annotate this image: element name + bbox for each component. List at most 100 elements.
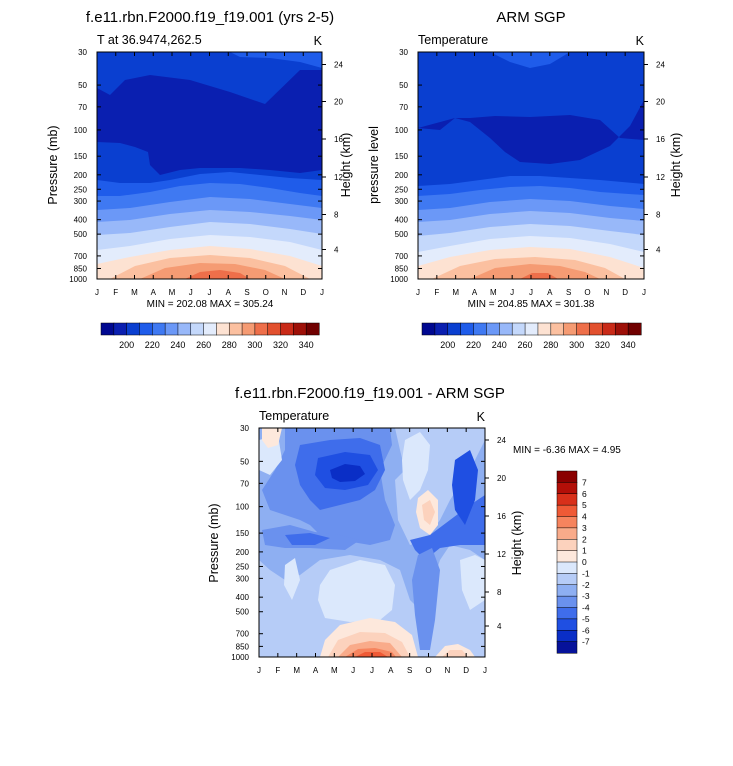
panel1-band-cold-core	[97, 70, 322, 175]
pressure-tick-label: 150	[236, 529, 250, 538]
pressure-tick-label: 50	[399, 81, 408, 90]
colorbar-label: 320	[273, 340, 288, 350]
colorbar-swatch	[203, 322, 217, 336]
panel1-pressure-ticks: 30 50 70 100 150 200 250 300 400 500 700 850 1000	[69, 48, 322, 284]
colorbar-swatch	[556, 550, 578, 563]
colorbar-label: 6	[582, 489, 587, 499]
month-tick-label: N	[282, 288, 288, 297]
pressure-tick-label: 850	[395, 264, 409, 273]
colorbar-swatch	[241, 322, 256, 336]
colorbar-label: 4	[582, 512, 587, 522]
colorbar-swatch	[576, 322, 591, 336]
month-tick-label: J	[510, 288, 514, 297]
colorbar-swatch	[126, 322, 141, 336]
panel2-ylabel-right: Height (km)	[669, 133, 683, 198]
month-tick-label: M	[490, 288, 497, 297]
colorbar-swatch	[267, 322, 282, 336]
month-tick-label: J	[483, 666, 487, 675]
pressure-tick-label: 300	[74, 197, 88, 206]
month-tick-label: F	[434, 288, 439, 297]
month-tick-label: O	[425, 666, 431, 675]
height-tick-label: 12	[334, 173, 343, 182]
colorbar-swatch	[486, 322, 500, 336]
panel2-band-cold-core	[418, 100, 644, 164]
colorbar-label: 1	[582, 546, 587, 556]
colorbar-label: -6	[582, 625, 590, 635]
colorbar-label: 0	[582, 557, 587, 567]
panel1-colorbar: 200 220 240 260 280 300 320 340	[100, 322, 320, 350]
colorbar-swatch	[627, 322, 642, 336]
pressure-tick-label: 700	[74, 252, 88, 261]
month-tick-label: J	[95, 288, 99, 297]
pressure-tick-label: 100	[395, 126, 409, 135]
month-tick-label: J	[257, 666, 261, 675]
pressure-tick-label: 400	[236, 593, 250, 602]
colorbar-swatch	[556, 630, 578, 643]
panel3-stats: MIN = -6.36 MAX = 4.95	[513, 445, 621, 456]
pressure-tick-label: 200	[395, 171, 409, 180]
month-tick-label: J	[320, 288, 324, 297]
height-tick-label: 12	[656, 173, 665, 182]
colorbar-swatch	[447, 322, 462, 336]
month-tick-label: A	[547, 288, 553, 297]
pressure-tick-label: 70	[240, 479, 249, 488]
colorbar-swatch	[499, 322, 513, 336]
colorbar-label: 3	[582, 523, 587, 533]
panel3-neg1-right	[402, 432, 430, 500]
colorbar-label: 260	[518, 340, 533, 350]
panel3-pos2-nov	[442, 650, 468, 657]
height-tick-label: 16	[656, 135, 665, 144]
pressure-tick-label: 70	[399, 103, 408, 112]
colorbar-label: 320	[595, 340, 610, 350]
panel2-contours	[418, 52, 644, 279]
pressure-tick-label: 50	[240, 457, 249, 466]
colorbar-swatch	[164, 322, 179, 336]
panel1-title: f.e11.rbn.F2000.f19_f19.001 (yrs 2-5)	[86, 9, 334, 26]
panel3-neg5-right	[452, 450, 478, 525]
month-tick-label: A	[472, 288, 478, 297]
month-tick-label: S	[566, 288, 571, 297]
colorbar-swatch	[556, 618, 578, 631]
month-tick-label: J	[370, 666, 374, 675]
colorbar-swatch	[556, 584, 578, 597]
colorbar-swatch	[305, 322, 320, 336]
colorbar-swatch	[556, 482, 578, 495]
colorbar-label: 280	[222, 340, 237, 350]
panel-model: f.e11.rbn.F2000.f19_f19.001 (yrs 2-5) T …	[46, 9, 353, 350]
panel1-unit: K	[314, 34, 323, 48]
colorbar-swatch	[421, 322, 436, 336]
pressure-tick-label: 500	[236, 608, 250, 617]
height-tick-label: 4	[656, 246, 661, 255]
month-tick-label: M	[452, 288, 459, 297]
panel2-unit: K	[636, 34, 645, 48]
pressure-tick-label: 300	[236, 574, 250, 583]
colorbar-swatch	[556, 539, 578, 552]
pressure-tick-label: 850	[236, 642, 250, 651]
height-tick-label: 20	[334, 98, 343, 107]
colorbar-label: 200	[440, 340, 455, 350]
pressure-tick-label: 250	[395, 185, 409, 194]
panel1-contours	[97, 52, 322, 279]
height-tick-label: 16	[497, 512, 506, 521]
month-tick-label: O	[263, 288, 269, 297]
month-tick-label: S	[244, 288, 249, 297]
colorbar-label: 300	[247, 340, 262, 350]
month-tick-label: J	[208, 288, 212, 297]
colorbar-label: -3	[582, 591, 590, 601]
panel3-height-ticks: 24 20 16 12 8 4	[485, 436, 506, 631]
month-tick-label: F	[113, 288, 118, 297]
colorbar-swatch	[556, 607, 578, 620]
pressure-tick-label: 500	[395, 230, 409, 239]
colorbar-swatch	[614, 322, 629, 336]
colorbar-swatch	[524, 322, 539, 336]
pressure-tick-label: 100	[236, 503, 250, 512]
panel3-colorbar: 7 65 432 10-1 -2-3 -4-5-6 -7	[556, 470, 590, 654]
month-tick-label: M	[331, 666, 338, 675]
height-tick-label: 20	[497, 474, 506, 483]
pressure-tick-label: 700	[236, 630, 250, 639]
colorbar-swatch	[460, 322, 475, 336]
colorbar-swatch	[556, 516, 578, 529]
